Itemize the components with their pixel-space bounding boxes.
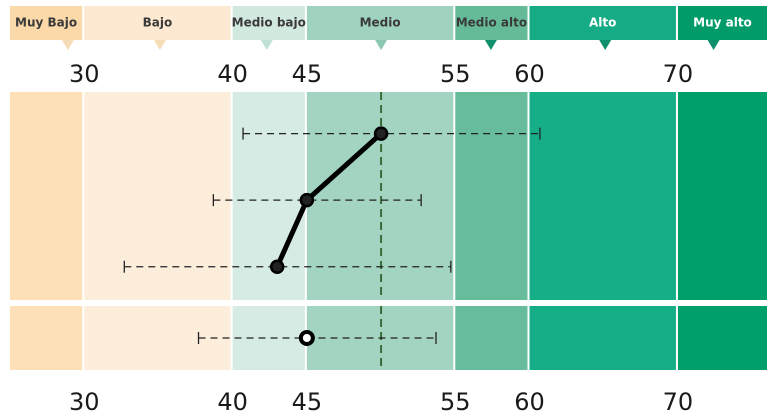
summary-band-bajo — [84, 306, 231, 370]
error-bars — [123, 127, 541, 344]
bottom-tick-label: 40 — [217, 388, 248, 416]
header-band-medio-bajo — [232, 6, 305, 40]
band-label-muy-bajo: Muy Bajo — [15, 16, 77, 30]
summary-band-alto — [529, 306, 676, 370]
band-label-muy-alto: Muy alto — [693, 16, 752, 30]
bottom-tick-label: 60 — [514, 388, 545, 416]
data-point-3 — [269, 259, 285, 274]
main-band-muy-bajo — [10, 92, 83, 300]
bottom-tick-label: 55 — [440, 388, 471, 416]
main-band-medio-alto — [455, 92, 528, 300]
bottom-tick-label: 30 — [69, 388, 100, 416]
band-label-medio-bajo: Medio bajo — [232, 16, 306, 30]
top-tick-label: 40 — [217, 60, 248, 88]
bottom-tick-labels: 30 40 45 55 60 70 — [69, 388, 693, 416]
header-marker — [599, 40, 612, 50]
main-band-alto — [529, 92, 676, 300]
header-marker — [707, 40, 720, 50]
header-band-bajo — [84, 6, 231, 40]
header-bands: Muy Bajo Bajo Medio bajo Medio Medio alto Alt… — [10, 6, 767, 50]
header-marker — [260, 40, 273, 50]
band-label-medio: Medio — [360, 16, 401, 30]
top-tick-label: 45 — [292, 60, 323, 88]
data-points — [269, 126, 389, 346]
main-band-muy-alto — [677, 92, 767, 300]
main-band-medio-bajo — [232, 92, 305, 300]
bottom-tick-label: 45 — [292, 388, 323, 416]
band-label-bajo: Bajo — [143, 16, 173, 30]
summary-panel-bands — [10, 306, 767, 370]
top-tick-label: 70 — [663, 60, 694, 88]
summary-band-muy-alto — [677, 306, 767, 370]
header-marker — [375, 40, 388, 50]
header-band-muy-bajo — [10, 6, 83, 40]
header-band-medio — [306, 6, 454, 40]
band-label-medio-alto: Medio alto — [456, 16, 527, 30]
top-tick-labels: 30 40 45 55 60 70 — [69, 60, 693, 88]
header-marker — [61, 40, 74, 50]
top-tick-label: 60 — [514, 60, 545, 88]
summary-band-muy-bajo — [10, 306, 83, 370]
main-band-bajo — [84, 92, 231, 300]
summary-band-medio-alto — [455, 306, 528, 370]
data-point-1 — [373, 126, 389, 141]
header-band-medio-alto — [455, 6, 528, 40]
summary-point — [298, 330, 315, 346]
bottom-tick-label: 70 — [663, 388, 694, 416]
header-band-muy-alto — [677, 6, 767, 40]
summary-band-medio-bajo — [232, 306, 305, 370]
main-panel-bands — [10, 92, 767, 300]
header-marker — [153, 40, 166, 50]
header-band-alto — [529, 6, 676, 40]
top-tick-label: 55 — [440, 60, 471, 88]
top-tick-label: 30 — [69, 60, 100, 88]
data-point-2 — [299, 192, 315, 208]
band-label-alto: Alto — [589, 16, 616, 30]
header-marker — [484, 40, 497, 50]
